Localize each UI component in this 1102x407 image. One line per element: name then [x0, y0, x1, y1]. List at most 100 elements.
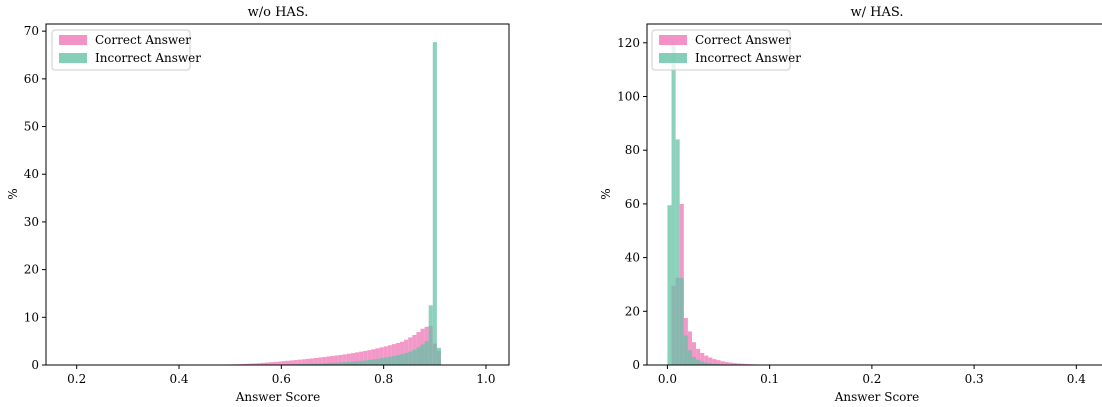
left-y-tick-label: 40 [24, 167, 39, 181]
right-bar-incorrect [708, 363, 713, 365]
right-bar-correct [700, 352, 705, 365]
left-bar-incorrect [367, 359, 372, 365]
left-bar-correct [408, 337, 413, 365]
left-bar-incorrect [395, 355, 401, 365]
right-x-tick-label: 0.0 [658, 372, 677, 386]
left-bar-correct [260, 362, 265, 365]
left-y-ticks: 0 10 20 30 40 50 60 70 [24, 24, 46, 372]
right-bar-incorrect [671, 41, 676, 365]
left-x-tick-label: 0.2 [67, 372, 86, 386]
left-bar-correct [326, 356, 331, 365]
left-y-tick-label: 0 [31, 358, 39, 372]
left-bar-correct [387, 345, 392, 365]
left-bar-incorrect [432, 42, 437, 366]
left-x-tick-label: 0.6 [272, 372, 291, 386]
left-bar-incorrect [416, 347, 421, 365]
left-x-ticks: 0.2 0.4 0.6 0.8 1.0 [67, 365, 496, 386]
left-bar-incorrect [338, 362, 343, 365]
left-bar-correct [301, 359, 306, 365]
left-bar-incorrect [363, 360, 368, 365]
left-bar-correct [281, 361, 286, 365]
left-bar-correct [367, 350, 372, 365]
right-bar-correct [691, 342, 697, 365]
left-y-tick-label: 50 [24, 120, 39, 134]
right-y-tick-label: 0 [632, 358, 640, 372]
left-bar-correct [264, 362, 270, 365]
left-chart-title: w/o HAS. [248, 5, 309, 20]
left-histogram-panel: w/o HAS. 0.2 0.4 0.6 0.8 1.0 0 10 20 30 40 50 60 70… [6, 5, 510, 404]
left-x-tick-label: 0.4 [169, 372, 188, 386]
right-chart-title: w/ HAS. [851, 5, 904, 20]
right-bar-incorrect [683, 335, 688, 365]
left-bar-correct [355, 352, 360, 365]
left-bar-incorrect [404, 353, 409, 365]
left-bar-incorrect [342, 362, 347, 365]
left-bar-correct [314, 357, 319, 365]
left-bar-correct [379, 347, 384, 365]
right-y-tick-label: 40 [625, 251, 640, 265]
left-bar-correct [322, 357, 327, 365]
left-x-tick-label: 0.8 [374, 372, 393, 386]
right-x-ticks: 0.0 0.1 0.2 0.3 0.4 [658, 365, 1086, 386]
left-y-tick-label: 20 [24, 263, 39, 277]
left-bar-correct [338, 354, 343, 365]
right-x-tick-label: 0.2 [862, 372, 881, 386]
left-bar-correct [334, 355, 339, 365]
right-bar-correct [712, 359, 717, 365]
left-x-tick-label: 1.0 [476, 372, 495, 386]
right-legend: Correct Answer Incorrect Answer [651, 29, 801, 71]
left-bar-correct [297, 359, 302, 365]
right-bar-correct [716, 360, 721, 365]
left-bar-correct [350, 353, 355, 365]
left-bar-incorrect [326, 363, 331, 365]
left-bar-correct [289, 360, 294, 365]
right-x-tick-label: 0.3 [965, 372, 984, 386]
left-legend-swatch-correct [59, 35, 87, 45]
left-bar-incorrect [322, 363, 327, 365]
left-y-tick-label: 70 [24, 24, 39, 38]
right-bar-incorrect [691, 356, 697, 365]
left-bar-incorrect [408, 351, 413, 365]
left-bar-correct [391, 344, 396, 365]
left-bar-incorrect [379, 358, 384, 365]
right-bar-incorrect [712, 363, 717, 365]
right-y-ticks: 0 20 40 60 80 100 120 [617, 36, 647, 372]
right-y-tick-label: 100 [617, 89, 640, 103]
right-bar-correct [687, 331, 692, 365]
left-bar-correct [309, 358, 315, 365]
left-bar-correct [375, 348, 380, 365]
left-bar-correct [273, 361, 278, 365]
right-bar-incorrect [700, 361, 705, 365]
right-bar-incorrect [704, 362, 709, 365]
right-bar-incorrect [679, 277, 684, 365]
left-bar-correct [252, 363, 257, 365]
right-bar-incorrect [696, 359, 701, 365]
left-bar-incorrect [436, 347, 441, 365]
left-plot-frame [45, 23, 510, 366]
left-bar-correct [400, 341, 405, 365]
left-bar-correct [269, 362, 274, 365]
right-bar-incorrect [687, 350, 692, 365]
right-legend-label-incorrect: Incorrect Answer [695, 51, 801, 65]
right-bar-correct [736, 363, 742, 365]
left-bar-correct [330, 355, 335, 365]
left-bar-incorrect [318, 363, 323, 365]
left-bar-correct [318, 357, 323, 365]
left-bar-correct [293, 360, 298, 365]
right-y-tick-label: 120 [617, 36, 640, 50]
left-y-tick-label: 10 [24, 310, 39, 324]
left-bar-correct [363, 350, 368, 365]
left-bar-correct [244, 363, 249, 365]
right-x-tick-label: 0.4 [1067, 372, 1086, 386]
left-bar-correct [256, 363, 261, 365]
left-bar-incorrect [355, 361, 360, 365]
left-bar-correct [305, 358, 310, 365]
left-bar-correct [346, 353, 351, 365]
right-bar-correct [704, 355, 709, 365]
left-bar-incorrect [330, 362, 335, 365]
right-bar-correct [732, 363, 737, 365]
right-bar-incorrect [675, 139, 680, 365]
left-bar-correct [342, 354, 347, 365]
left-bar-incorrect [375, 358, 380, 365]
left-bar-incorrect [412, 349, 417, 365]
